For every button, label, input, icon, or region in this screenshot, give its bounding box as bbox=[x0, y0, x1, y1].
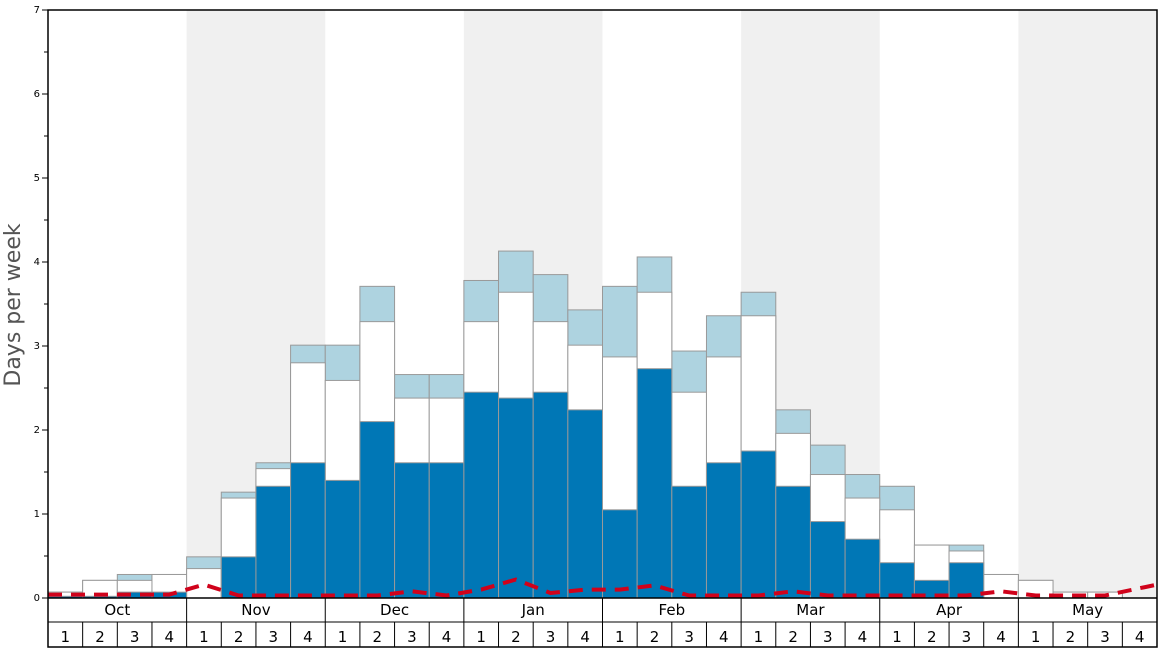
bar-dark bbox=[463, 391, 500, 599]
week-label: 2 bbox=[788, 628, 798, 646]
bar-dark bbox=[602, 509, 638, 599]
bar-dark bbox=[844, 538, 881, 599]
y-axis: 0 1 2 3 4 5 6 7 bbox=[34, 5, 48, 604]
week-label: 2 bbox=[95, 628, 105, 646]
bar-dark bbox=[359, 421, 396, 599]
bar-dark bbox=[879, 562, 915, 599]
y-tick-label: 4 bbox=[34, 257, 40, 268]
y-tick-label: 3 bbox=[34, 341, 40, 352]
bar-dark bbox=[255, 485, 292, 599]
week-label: 2 bbox=[927, 628, 937, 646]
bar-dark bbox=[428, 462, 465, 599]
week-label: 2 bbox=[372, 628, 382, 646]
trend-line bbox=[48, 577, 1158, 598]
bar-dark bbox=[498, 397, 534, 599]
week-label: 2 bbox=[650, 628, 660, 646]
week-label: 3 bbox=[546, 628, 556, 646]
week-label: 4 bbox=[1135, 628, 1145, 646]
bar-dark bbox=[290, 462, 326, 599]
month-label: May bbox=[1072, 601, 1103, 619]
week-label: 3 bbox=[823, 628, 833, 646]
week-label: 1 bbox=[199, 628, 209, 646]
bar-dark bbox=[532, 391, 569, 599]
y-tick-label: 7 bbox=[34, 5, 40, 16]
week-label: 4 bbox=[165, 628, 175, 646]
week-label: 3 bbox=[268, 628, 278, 646]
week-label: 3 bbox=[130, 628, 140, 646]
week-label: 4 bbox=[580, 628, 590, 646]
week-label: 3 bbox=[684, 628, 694, 646]
month-label: Apr bbox=[936, 601, 963, 619]
week-label: 1 bbox=[61, 628, 71, 646]
bar-dark bbox=[220, 556, 257, 599]
week-label: 1 bbox=[615, 628, 625, 646]
week-label: 3 bbox=[1100, 628, 1110, 646]
bar-dark bbox=[809, 521, 846, 599]
month-label: Jan bbox=[521, 601, 545, 619]
month-label: Dec bbox=[380, 601, 409, 619]
bar-dark bbox=[948, 562, 985, 599]
y-axis-label: Days per week bbox=[1, 223, 26, 386]
bar-dark bbox=[636, 368, 673, 599]
month-label: Oct bbox=[104, 601, 130, 619]
y-tick-label: 6 bbox=[34, 89, 40, 100]
week-label: 1 bbox=[754, 628, 764, 646]
week-label: 3 bbox=[962, 628, 972, 646]
y-tick-label: 0 bbox=[34, 593, 40, 604]
y-tick-label: 5 bbox=[34, 173, 40, 184]
bar-dark bbox=[324, 479, 361, 599]
month-label: Mar bbox=[796, 601, 825, 619]
bar-dark bbox=[775, 485, 811, 599]
week-label: 1 bbox=[476, 628, 486, 646]
y-tick-label: 1 bbox=[34, 509, 40, 520]
week-label: 1 bbox=[1031, 628, 1041, 646]
bar-dark bbox=[394, 462, 430, 599]
bar-dark bbox=[567, 409, 603, 599]
week-label: 3 bbox=[407, 628, 417, 646]
y-tick-label: 2 bbox=[34, 425, 40, 436]
bar-white bbox=[186, 568, 222, 599]
week-label: 2 bbox=[1066, 628, 1076, 646]
week-label: 2 bbox=[234, 628, 244, 646]
trend-path bbox=[48, 577, 1158, 598]
week-label: 4 bbox=[442, 628, 452, 646]
bar-dark bbox=[740, 450, 777, 599]
bar-dark bbox=[671, 485, 707, 599]
month-band bbox=[1018, 10, 1157, 598]
month-label: Feb bbox=[659, 601, 686, 619]
week-label: 4 bbox=[303, 628, 313, 646]
x-axis: Oct 1 2 3 4 Nov 1 2 3 4 Dec 1 2 3 4 Jan 1 2 3 4 Feb 1 2 3 4 Mar 1 2… bbox=[48, 597, 1157, 647]
week-label: 1 bbox=[338, 628, 348, 646]
month-label: Nov bbox=[241, 601, 270, 619]
bar-dark bbox=[705, 462, 742, 599]
plot-frame bbox=[47, 9, 1158, 648]
week-label: 4 bbox=[996, 628, 1006, 646]
week-label: 1 bbox=[892, 628, 902, 646]
week-label: 2 bbox=[511, 628, 521, 646]
week-label: 4 bbox=[719, 628, 729, 646]
week-label: 4 bbox=[858, 628, 868, 646]
